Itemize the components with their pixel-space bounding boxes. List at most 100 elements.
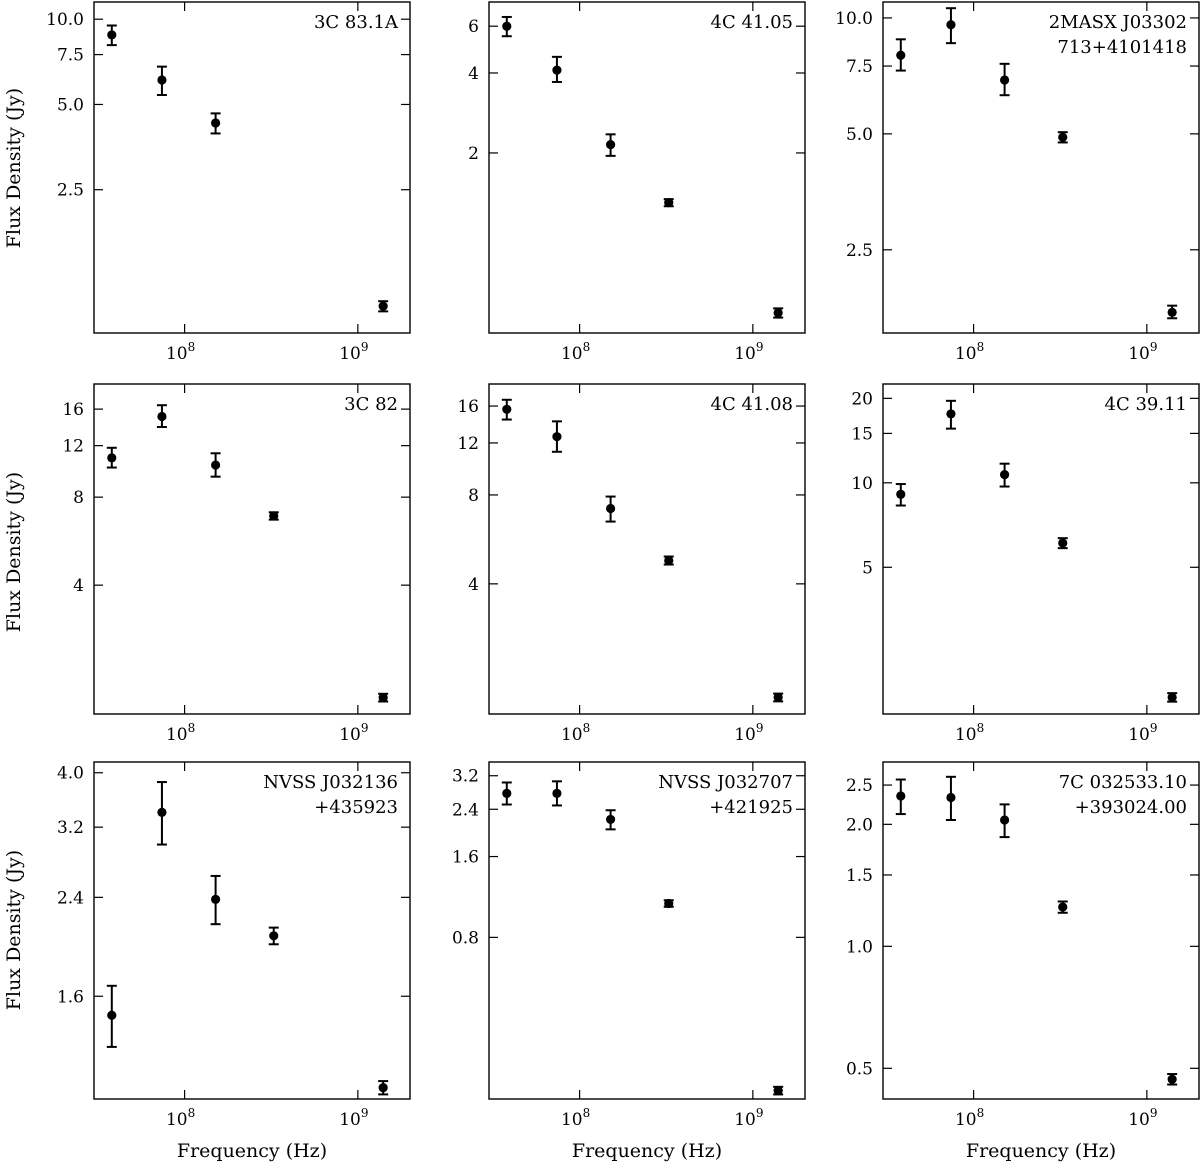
x-tick-label: 109 <box>339 721 368 745</box>
plot-frame <box>882 1 1200 334</box>
x-tick-label: 108 <box>955 1106 984 1130</box>
data-marker <box>552 788 562 799</box>
panel-4: 16 12 8 4 108 109 3C 82 <box>62 383 411 745</box>
x-tick-label: 108 <box>955 721 984 745</box>
x-tick-label: 108 <box>561 1106 590 1130</box>
x-tick-label: 109 <box>734 1106 763 1130</box>
data-marker <box>1167 692 1177 702</box>
data-point <box>1167 692 1178 703</box>
data-point <box>895 778 906 816</box>
y-tick-label: 0.5 <box>846 1059 873 1079</box>
x-tick-label: 109 <box>1128 721 1157 745</box>
panel-3: 10.0 7.5 5.0 2.5 108 109 2MASX J03302 713+41014… <box>835 1 1200 364</box>
data-marker <box>502 404 512 414</box>
data-point <box>895 483 906 507</box>
data-marker <box>107 1010 117 1020</box>
panel-title: +421925 <box>709 797 793 818</box>
data-marker <box>502 788 512 799</box>
data-point <box>378 300 389 313</box>
data-marker <box>1058 132 1068 142</box>
y-tick-label: 2.0 <box>846 815 873 835</box>
y-tick-label: 1.6 <box>57 987 84 1007</box>
y-tick-label: 5.0 <box>846 125 873 145</box>
data-marker <box>157 75 167 85</box>
data-marker <box>210 118 221 128</box>
y-tick-label: 2.5 <box>846 776 873 796</box>
x-tick-label: 108 <box>561 340 590 364</box>
data-point <box>773 307 784 319</box>
data-point <box>378 1080 389 1096</box>
data-point <box>210 112 221 135</box>
data-point <box>999 62 1010 97</box>
panel-9: 2.5 2.0 1.5 1.0 0.5 108 109 7C 032533.10 +393024… <box>846 761 1200 1130</box>
data-point <box>156 65 167 96</box>
data-marker <box>269 511 279 521</box>
panel-title: 7C 032533.10 <box>1059 772 1187 793</box>
panel-2: 6 4 2 108 109 4C 41.05 <box>468 1 806 364</box>
plot-frame <box>93 383 411 715</box>
y-tick-label: 5 <box>862 558 873 578</box>
data-marker <box>378 301 388 311</box>
data-point <box>895 38 906 72</box>
y-tick-label: 10.0 <box>46 10 84 30</box>
data-point <box>1057 537 1068 550</box>
data-marker <box>157 807 167 817</box>
data-point <box>1057 131 1068 144</box>
panel-title: 3C 83.1A <box>314 12 399 33</box>
panel-title: NVSS J032707 <box>658 772 793 793</box>
x-axis-label: Frequency (Hz) <box>572 1140 722 1162</box>
data-point <box>1167 304 1178 320</box>
data-point <box>945 7 956 45</box>
panel-title: 4C 41.05 <box>711 12 793 33</box>
data-point <box>106 24 117 47</box>
y-tick-label: 3.2 <box>452 767 479 787</box>
data-point <box>663 898 674 909</box>
plot-frame <box>882 383 1200 715</box>
y-tick-label: 2.4 <box>57 888 84 908</box>
data-marker <box>999 815 1010 825</box>
y-tick-label: 4.0 <box>57 764 84 784</box>
x-tick-label: 109 <box>339 1106 368 1130</box>
y-axis-label: Flux Density (Jy) <box>3 88 25 248</box>
y-tick-label: 1.5 <box>846 866 873 886</box>
panel-5: 16 12 8 4 108 109 4C 41.08 <box>457 383 806 745</box>
data-marker <box>773 692 783 703</box>
data-point <box>773 1085 784 1096</box>
data-point <box>663 555 674 566</box>
data-point <box>501 781 512 806</box>
y-tick-label: 8 <box>468 486 479 506</box>
plot-frame <box>93 761 411 1100</box>
data-marker <box>1058 538 1068 548</box>
y-tick-label: 5.0 <box>57 95 84 115</box>
data-marker <box>664 898 674 909</box>
y-tick-label: 12 <box>457 434 479 454</box>
y-tick-label: 8 <box>73 488 84 508</box>
data-marker <box>269 931 279 941</box>
panel-title: +435923 <box>314 797 398 818</box>
data-point <box>605 133 616 157</box>
x-tick-label: 108 <box>166 721 195 745</box>
x-tick-label: 108 <box>166 1106 195 1130</box>
data-marker <box>552 65 562 75</box>
data-point <box>551 780 562 807</box>
data-point <box>945 399 956 430</box>
x-tick-label: 108 <box>166 340 195 364</box>
data-marker <box>378 692 388 703</box>
y-tick-label: 10 <box>851 474 873 494</box>
panel-title: 4C 39.11 <box>1105 394 1187 415</box>
y-tick-label: 10.0 <box>835 9 873 29</box>
y-tick-label: 2 <box>468 144 479 164</box>
plot-frame <box>93 1 411 334</box>
data-point <box>156 404 167 428</box>
x-tick-label: 108 <box>955 340 984 364</box>
data-point <box>551 420 562 453</box>
x-tick-label: 108 <box>561 721 590 745</box>
y-tick-label: 2.5 <box>846 241 873 261</box>
data-point <box>605 809 616 831</box>
panel-1: 10.0 7.5 5.0 2.5 108 109 3C 83.1A <box>46 1 411 364</box>
data-point <box>605 495 616 523</box>
data-marker <box>210 460 221 470</box>
data-point <box>106 984 117 1048</box>
x-tick-label: 109 <box>1128 1106 1157 1130</box>
